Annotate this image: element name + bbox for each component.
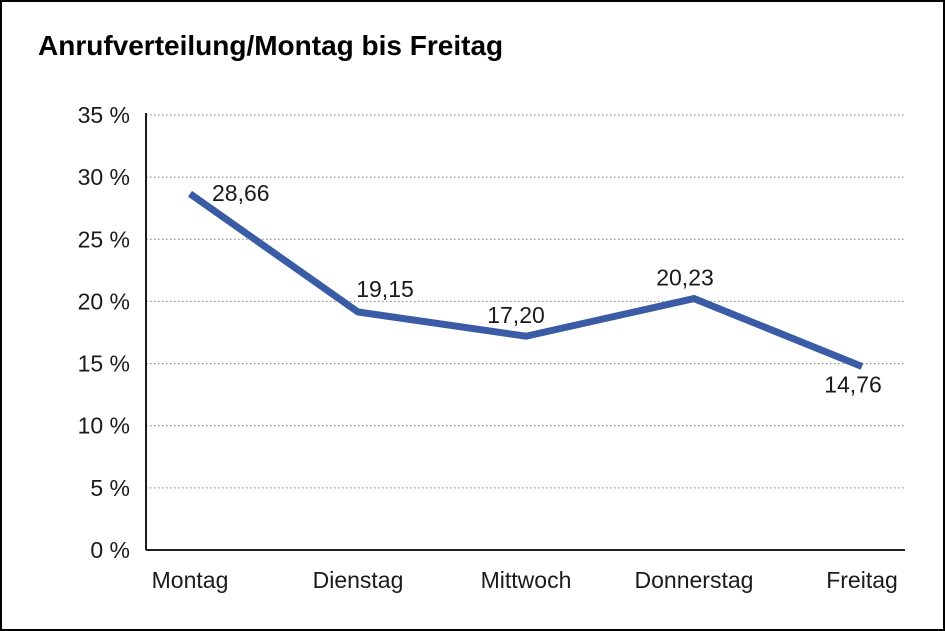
y-tick-label: 35 % (78, 102, 130, 128)
x-category-label: Dienstag (313, 567, 404, 593)
chart-title: Anrufverteilung/Montag bis Freitag (38, 30, 504, 61)
y-tick-label: 25 % (78, 226, 130, 252)
data-point-label: 17,20 (487, 302, 545, 328)
x-category-label: Donnerstag (635, 567, 754, 593)
y-tick-label: 5 % (90, 475, 130, 501)
y-tick-label: 0 % (90, 537, 130, 563)
data-point-label: 28,66 (212, 180, 270, 206)
y-tick-label: 15 % (78, 351, 130, 377)
data-point-label: 20,23 (656, 265, 714, 291)
data-line (187, 190, 864, 370)
x-category-label: Montag (152, 567, 229, 593)
y-tick-label: 10 % (78, 413, 130, 439)
x-category-label: Mittwoch (481, 567, 572, 593)
y-tick-label: 30 % (78, 164, 130, 190)
x-category-label: Freitag (826, 567, 898, 593)
data-point-label: 14,76 (824, 372, 882, 398)
data-point-label: 19,15 (356, 276, 414, 302)
y-tick-label: 20 % (78, 288, 130, 314)
